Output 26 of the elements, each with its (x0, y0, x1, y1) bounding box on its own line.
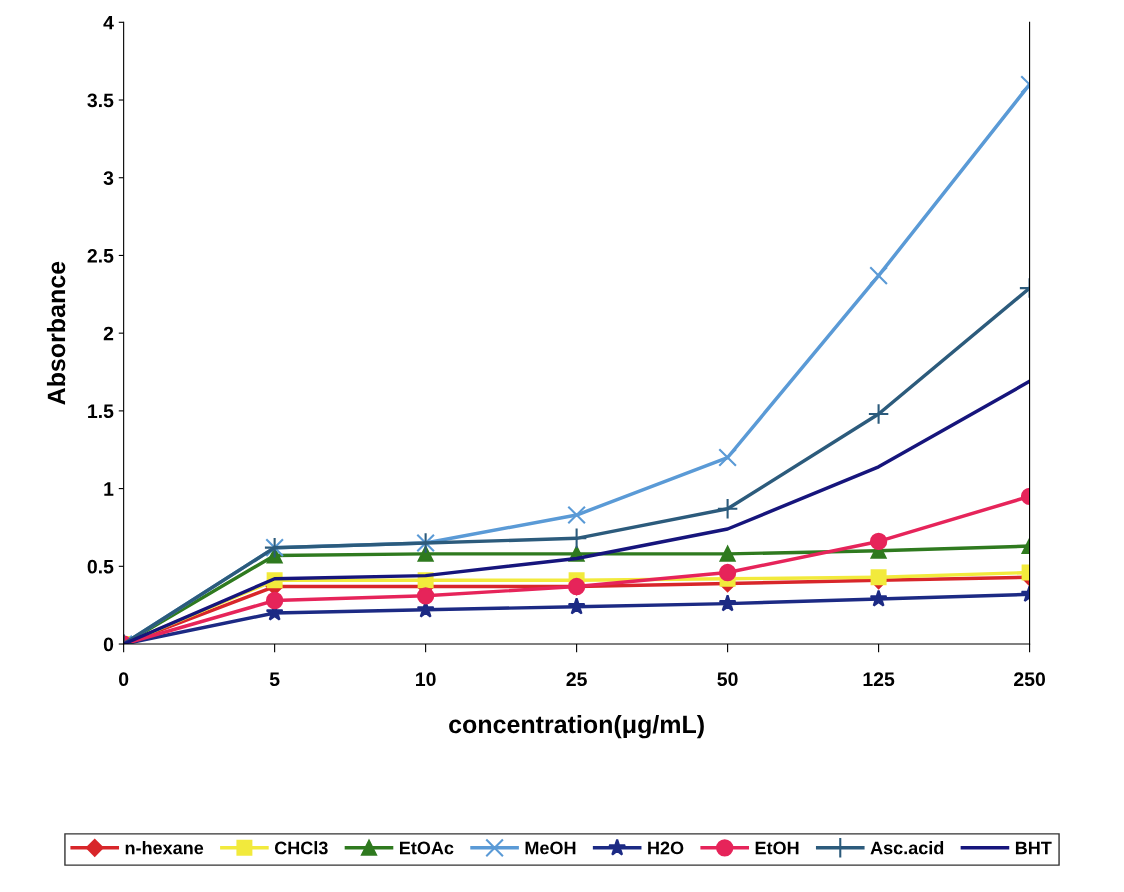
y-tick-label: 3.5 (87, 93, 114, 108)
y-tick-label: 0 (103, 637, 114, 652)
y-tick-label: 2 (103, 326, 114, 341)
y-tick-label: 3 (103, 171, 114, 185)
y-tick-label: 1 (104, 482, 114, 496)
y-tick-label: 0.5 (87, 559, 114, 574)
y-tick-label: 2.5 (87, 248, 114, 263)
legend-label: BHT (1015, 841, 1052, 855)
y-tick-label: 1.5 (88, 404, 114, 419)
legend-label: H2O (648, 841, 684, 855)
legend-label: n-hexane (125, 841, 204, 855)
legend-label: CHCl3 (274, 841, 328, 855)
x-tick-label: 0 (119, 672, 129, 687)
x-tick-label: 5 (269, 672, 280, 687)
legend-label: EtOAc (399, 841, 454, 855)
x-tick-label: 250 (1014, 672, 1046, 687)
x-tick-label: 25 (566, 672, 587, 687)
x-axis-title: concentration(μg/mL) (449, 714, 704, 739)
legend-label: Asc.acid (870, 841, 944, 855)
y-axis-title: Absorbance (46, 261, 66, 405)
x-tick-label: 10 (416, 672, 436, 687)
legend-label: MeOH (525, 841, 576, 855)
x-tick-label: 50 (717, 672, 738, 687)
x-tick-label: 125 (863, 672, 895, 687)
legend-label: EtOH (755, 841, 799, 855)
y-tick-label: 4 (103, 15, 114, 30)
